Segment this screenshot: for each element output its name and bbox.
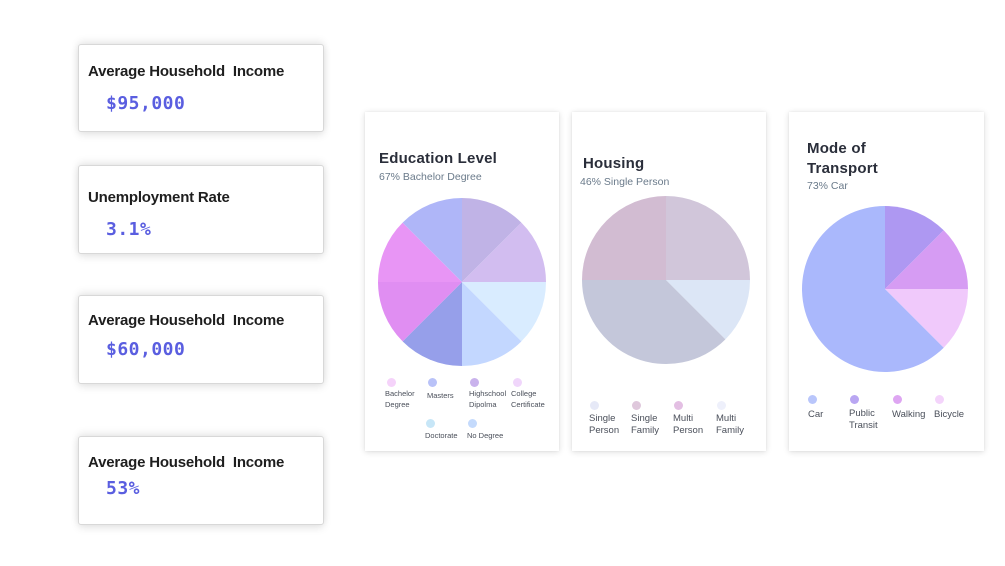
stat-value: $60,000 (106, 339, 186, 360)
legend-dot (387, 378, 396, 387)
legend-label: Single Person (589, 413, 620, 436)
legend-dot (428, 378, 437, 387)
legend-label: Walking (892, 409, 926, 420)
legend-dot (674, 401, 683, 410)
mode-of-transport-pie (802, 206, 968, 372)
legend-label: Bicycle (934, 409, 965, 420)
legend-label: Multi Person (673, 413, 704, 436)
legend-label: Doctorate (425, 431, 458, 440)
chart-subtitle: 67% Bachelor Degree (379, 171, 482, 183)
mode-of-transport-card: Mode of Transport 73% Car Car Public Tran… (789, 112, 984, 451)
legend-dot (935, 395, 944, 404)
legend-label: Single Family (631, 413, 659, 436)
pie-slice-0 (885, 206, 944, 289)
chart-subtitle: 73% Car (807, 180, 848, 192)
stat-card-household-income-3: Average Household Income 53% (78, 436, 324, 525)
legend-dot (808, 395, 817, 404)
pie-slice-3 (802, 206, 944, 372)
chart-title: Education Level (379, 150, 498, 167)
stat-label: Average Household Income (88, 312, 285, 329)
legend-dot (717, 401, 726, 410)
chart-title: Housing (583, 155, 645, 172)
legend-label: No Degree (467, 431, 504, 440)
chart-title: Mode of Transport (807, 140, 878, 177)
legend-label: Public Transit (849, 408, 878, 431)
stat-label: Unemployment Rate (88, 189, 230, 206)
pie-slice-1 (666, 280, 750, 340)
stat-value: 3.1% (106, 219, 152, 240)
legend-label: Highschool Dipolma (469, 389, 507, 409)
housing-card: Housing 46% Single Person Single Person S… (572, 112, 766, 451)
housing-pie (582, 196, 750, 365)
stat-card-unemployment-rate: Unemployment Rate 3.1% (78, 165, 324, 254)
legend-label: College Certificate (511, 389, 545, 409)
legend-dot (468, 419, 477, 428)
stat-value: 53% (106, 478, 141, 499)
education-level-pie (378, 198, 546, 366)
stat-label: Average Household Income (88, 63, 285, 80)
legend-dot (632, 401, 641, 410)
legend-dot (470, 378, 479, 387)
pie-slice-7 (402, 198, 462, 282)
legend-label: Masters (427, 391, 454, 400)
legend-dot (590, 401, 599, 410)
pie-slice-0 (666, 196, 750, 280)
stat-label: Average Household Income (88, 454, 285, 471)
education-level-card: Education Level 67% Bachelor Degree Bach… (365, 112, 559, 451)
legend-dot (850, 395, 859, 404)
pie-slice-2 (462, 282, 546, 342)
pie-slice-2 (885, 289, 968, 348)
legend-dot (513, 378, 522, 387)
pie-slice-2 (582, 280, 726, 365)
legend-dot (426, 419, 435, 428)
stat-value: $95,000 (106, 93, 186, 114)
pie-slice-1 (462, 222, 546, 282)
pie-slice-1 (885, 230, 968, 289)
pie-slice-5 (378, 282, 462, 342)
pie-slice-3 (462, 282, 522, 366)
pie-slice-6 (378, 222, 462, 282)
pie-slice-4 (402, 282, 462, 366)
pie-slice-3 (582, 196, 666, 280)
legend-dot (893, 395, 902, 404)
stat-card-household-income-1: Average Household Income $95,000 (78, 44, 324, 132)
chart-subtitle: 46% Single Person (580, 176, 670, 188)
legend-label: Multi Family (716, 413, 744, 436)
pie-slice-0 (462, 198, 522, 282)
stat-card-household-income-2: Average Household Income $60,000 (78, 295, 324, 384)
legend-label: Car (808, 409, 824, 420)
legend-label: Bachelor Degree (385, 389, 415, 409)
